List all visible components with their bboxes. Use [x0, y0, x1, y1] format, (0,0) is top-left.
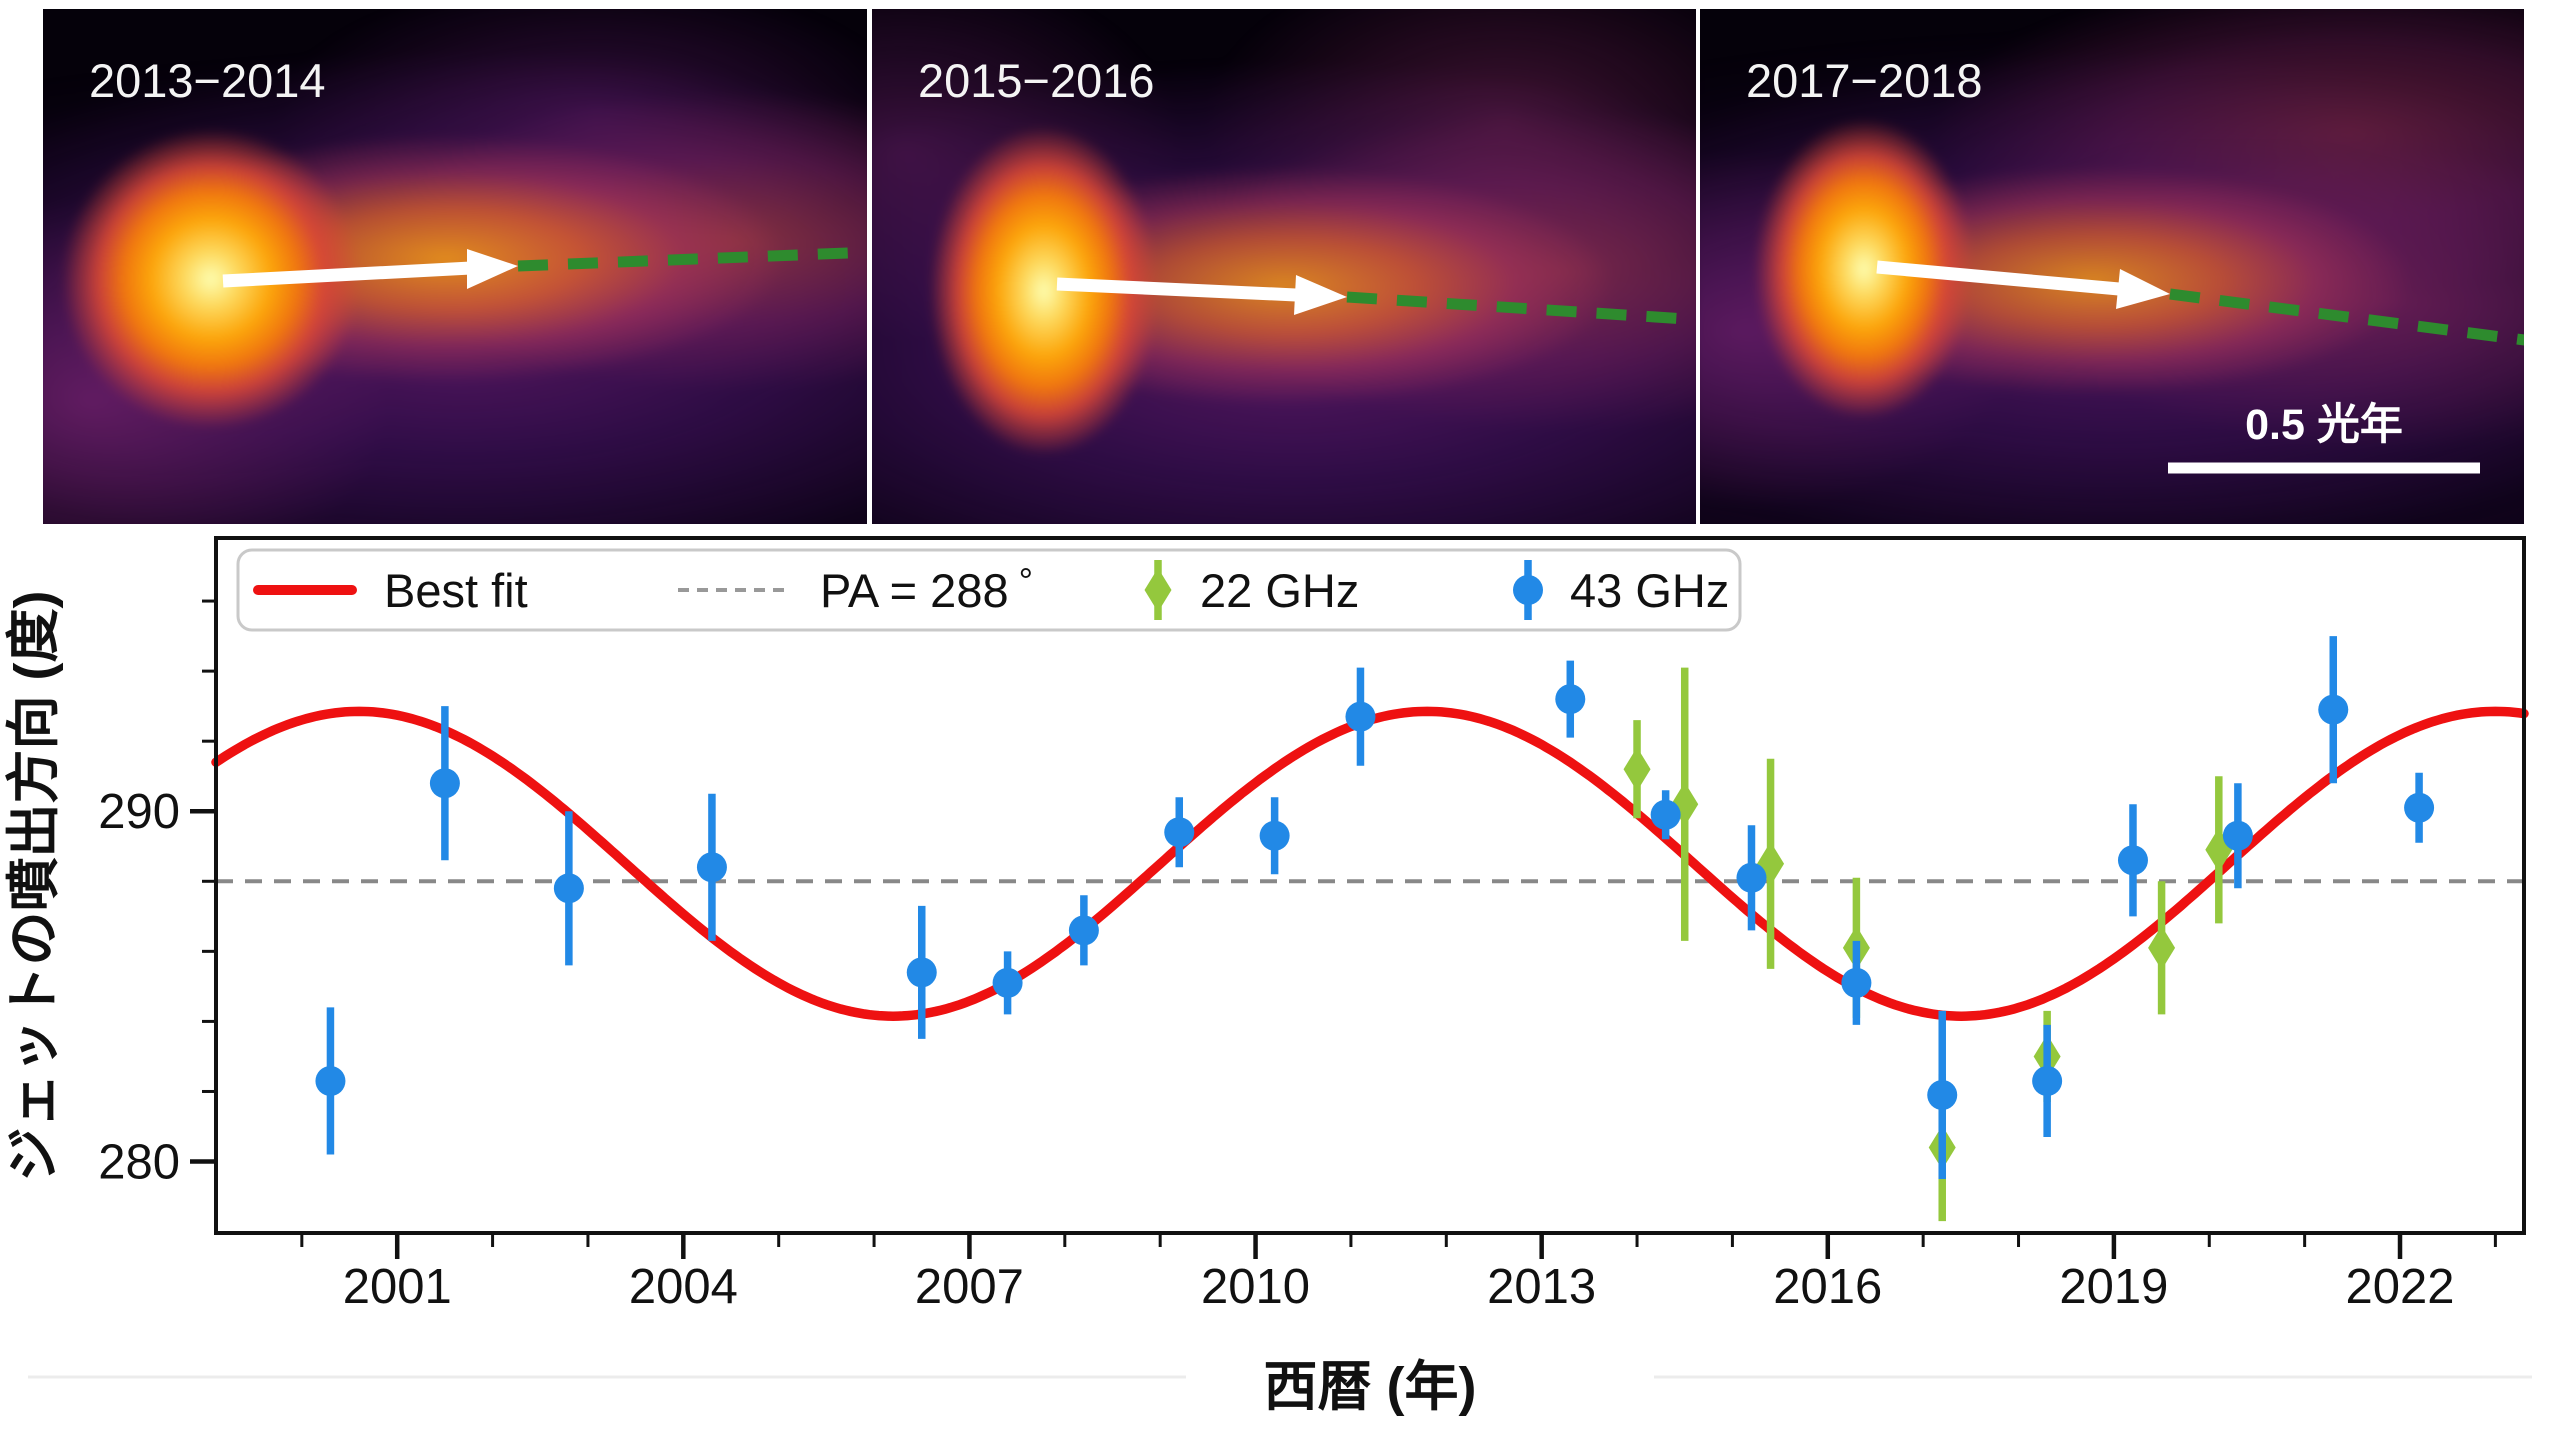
- data-point: [1927, 1079, 1958, 1110]
- legend-43ghz-marker: [1513, 575, 1543, 605]
- y-axis-title: ジェットの噴出方向 (度): [4, 591, 64, 1182]
- data-point: [1345, 701, 1376, 732]
- panel2-overlay: 2015−2016: [918, 54, 1696, 326]
- legend-reference-label: PA = 288 °: [820, 560, 1033, 617]
- vlbi-panel-2015-2016: 2015−2016: [872, 9, 1696, 524]
- x-axis-title: 西暦 (年): [1264, 1357, 1477, 1417]
- pa288-dashed-line: [517, 246, 867, 272]
- legend-box: [236, 548, 1742, 632]
- legend-22ghz-label: 22 GHz: [1200, 564, 1359, 617]
- plot-frame: [214, 536, 2526, 1235]
- x-tick-label: 2013: [1487, 1260, 1596, 1314]
- legend-22ghz-marker: [1144, 568, 1172, 612]
- data-point: [553, 873, 584, 904]
- best-fit-curve: [211, 706, 2529, 1021]
- data-point: [1736, 862, 1767, 893]
- x-tick-label: 2019: [2059, 1260, 2168, 1314]
- panel1-overlay: 2013−2014: [89, 54, 867, 289]
- pa288-dashed-line: [2169, 288, 2524, 346]
- data-point: [2148, 925, 2176, 970]
- legend-bestfit-label: Best fit: [384, 564, 528, 617]
- panel3-overlay: 0.5 光年 2017−2018: [1746, 54, 2524, 474]
- vlbi-panel-2017-2018: 0.5 光年 2017−2018: [1700, 9, 2524, 524]
- jet-radio-image: [872, 9, 1696, 524]
- pa288-dashed-line: [1346, 291, 1696, 326]
- jet-direction-arrowhead: [2116, 269, 2170, 309]
- data-point: [2222, 820, 2253, 851]
- data-point: [1841, 967, 1872, 998]
- jet-direction-arrowhead: [1294, 275, 1347, 315]
- axes: [190, 536, 2526, 1259]
- data-point: [2318, 694, 2349, 725]
- jet-direction-arrow: [222, 261, 472, 288]
- jet-direction-arrowhead: [467, 249, 518, 289]
- series-43ghz: [315, 636, 2435, 1180]
- data-point: [906, 957, 937, 988]
- data-point: [1259, 820, 1290, 851]
- jet-radio-image: [1700, 9, 2524, 524]
- panel-epoch-label: 2017−2018: [1746, 54, 1983, 107]
- x-tick-label: 2007: [915, 1260, 1024, 1314]
- x-tick-label: 2004: [629, 1260, 738, 1314]
- panel-epoch-label: 2015−2016: [918, 54, 1155, 107]
- data-point: [1555, 684, 1586, 715]
- data-point: [992, 967, 1023, 998]
- x-tick-label: 2022: [2346, 1260, 2455, 1314]
- jet-direction-arrow: [1056, 277, 1297, 302]
- data-point: [696, 852, 727, 883]
- data-point: [1068, 915, 1099, 946]
- data-point: [2404, 792, 2435, 823]
- legend-43ghz-label: 43 GHz: [1570, 564, 1729, 617]
- y-tick-label: 290: [98, 785, 180, 839]
- data-point: [2032, 1065, 2063, 1096]
- x-tick-label: 2010: [1201, 1260, 1310, 1314]
- data-point: [429, 768, 460, 799]
- x-tick-label: 2001: [343, 1260, 452, 1314]
- legend: Best fit PA = 288 ° 22 GHz 43 GHz: [236, 548, 1742, 632]
- data-point: [2117, 845, 2148, 876]
- x-tick-label: 2016: [1773, 1260, 1882, 1314]
- y-tick-label: 280: [98, 1136, 180, 1190]
- jet-direction-arrow: [1876, 260, 2120, 296]
- data-point: [1623, 747, 1651, 792]
- axis-labels: 2001 2004 2007 2010 2013 2016 2019 2022 280 290 西暦…: [4, 591, 2455, 1417]
- data-point: [1164, 817, 1195, 848]
- data-point: [315, 1065, 346, 1096]
- panel-epoch-label: 2013−2014: [89, 54, 326, 107]
- data-point: [1650, 799, 1681, 830]
- scale-bar-label: 0.5 光年: [2245, 401, 2403, 449]
- vlbi-panel-2013-2014: 2013−2014: [43, 9, 867, 524]
